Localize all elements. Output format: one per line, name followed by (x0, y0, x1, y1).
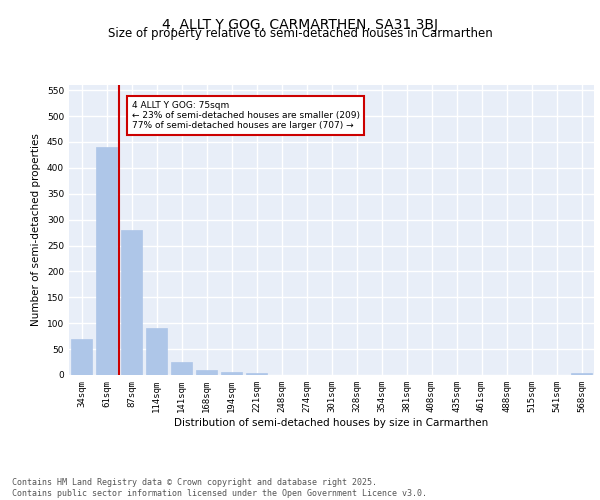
Bar (246, 374, 267, 375)
Bar (71, 339, 92, 375)
Bar (121, 230, 142, 375)
Bar (146, 328, 167, 375)
Bar (196, 370, 217, 375)
Text: Size of property relative to semi-detached houses in Carmarthen: Size of property relative to semi-detach… (107, 28, 493, 40)
Bar (221, 372, 242, 375)
Bar (171, 362, 192, 375)
X-axis label: Distribution of semi-detached houses by size in Carmarthen: Distribution of semi-detached houses by … (175, 418, 488, 428)
Bar (571, 374, 592, 375)
Text: 4, ALLT Y GOG, CARMARTHEN, SA31 3BJ: 4, ALLT Y GOG, CARMARTHEN, SA31 3BJ (162, 18, 438, 32)
Text: Contains HM Land Registry data © Crown copyright and database right 2025.
Contai: Contains HM Land Registry data © Crown c… (12, 478, 427, 498)
Y-axis label: Number of semi-detached properties: Number of semi-detached properties (31, 134, 41, 326)
Bar (96, 147, 117, 375)
Text: 4 ALLT Y GOG: 75sqm
← 23% of semi-detached houses are smaller (209)
77% of semi-: 4 ALLT Y GOG: 75sqm ← 23% of semi-detach… (131, 100, 359, 130)
